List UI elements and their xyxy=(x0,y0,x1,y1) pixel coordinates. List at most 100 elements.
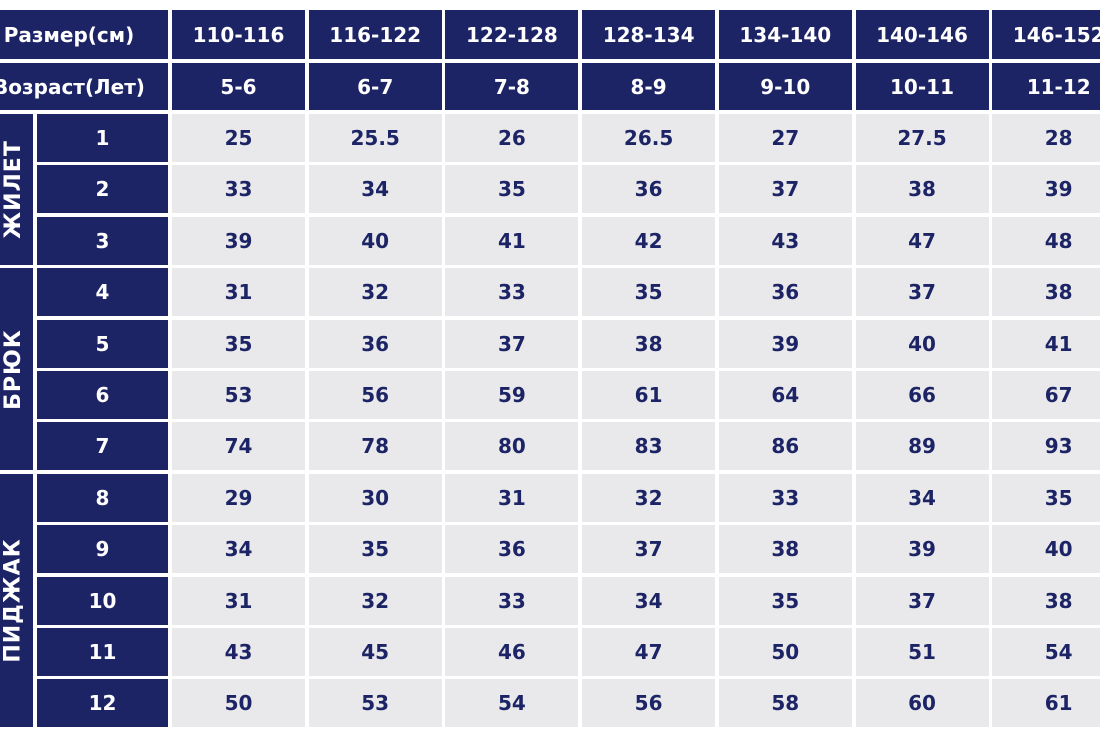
age-header: 9-10 xyxy=(718,63,852,110)
measure-cell-text: 35 xyxy=(361,537,390,562)
measure-cell: 54 xyxy=(445,679,579,728)
measure-cell-text: 31 xyxy=(224,588,253,613)
measure-cell: 31 xyxy=(445,473,579,522)
measure-cell-text: 36 xyxy=(361,331,390,356)
size-header-text: 122-128 xyxy=(465,22,558,47)
measure-cell: 27 xyxy=(718,114,852,162)
row-number-text: 3 xyxy=(95,228,110,253)
measure-cell: 39 xyxy=(992,165,1100,214)
measure-cell-text: 36 xyxy=(497,537,526,562)
measure-cell-text: 40 xyxy=(908,331,936,356)
measure-cell: 74 xyxy=(172,422,305,471)
size-header-text: 140-146 xyxy=(876,22,968,47)
size-label: Размер(см) xyxy=(0,10,168,59)
measure-cell-text: 59 xyxy=(497,383,526,407)
measure-cell: 66 xyxy=(855,371,989,419)
age-header: 6-7 xyxy=(308,63,442,110)
measure-cell: 40 xyxy=(308,216,442,265)
row-number-text: 11 xyxy=(88,640,117,664)
measure-cell: 37 xyxy=(855,576,989,625)
size-header: 146-152 xyxy=(992,10,1100,59)
measure-cell: 36 xyxy=(582,165,716,214)
measure-cell: 30 xyxy=(308,473,442,522)
measure-cell: 37 xyxy=(582,525,716,574)
measure-cell: 39 xyxy=(718,319,852,368)
size-header: 116-122 xyxy=(308,10,442,59)
measure-cell: 25 xyxy=(172,114,305,162)
measure-cell-text: 61 xyxy=(1044,691,1073,716)
measure-cell-text: 46 xyxy=(497,640,526,664)
age-label-text: Возраст(Лет) xyxy=(0,74,145,99)
measure-cell-text: 34 xyxy=(224,537,253,562)
measure-cell-text: 50 xyxy=(771,640,800,664)
measure-cell: 56 xyxy=(582,679,716,728)
measure-cell: 45 xyxy=(308,628,442,676)
measure-cell-text: 48 xyxy=(1044,228,1073,253)
age-header-text: 6-7 xyxy=(357,74,394,99)
measure-cell-text: 74 xyxy=(224,434,253,459)
measure-cell-text: 43 xyxy=(771,228,800,253)
group-label: ПИДЖАК xyxy=(0,473,33,728)
measure-cell-text: 31 xyxy=(497,485,526,510)
row-number-text: 1 xyxy=(95,126,110,150)
row-number-text: 8 xyxy=(95,485,110,510)
measure-cell-text: 42 xyxy=(634,228,663,253)
measure-cell-text: 61 xyxy=(634,383,663,407)
measure-cell-text: 58 xyxy=(771,691,800,716)
size-header-text: 116-122 xyxy=(329,22,422,47)
measure-cell: 32 xyxy=(308,268,442,317)
measure-cell-text: 40 xyxy=(1044,537,1073,562)
measure-cell-text: 89 xyxy=(908,434,936,459)
row-number-text: 5 xyxy=(95,331,110,356)
measure-cell-text: 64 xyxy=(771,383,800,407)
measure-cell-text: 56 xyxy=(634,691,663,716)
measure-cell: 33 xyxy=(445,268,579,317)
measure-cell-text: 27 xyxy=(771,126,800,150)
measure-cell: 28 xyxy=(992,114,1100,162)
measure-cell-text: 34 xyxy=(634,588,663,613)
measure-cell-text: 32 xyxy=(634,485,663,510)
row-number: 9 xyxy=(37,525,168,574)
measure-cell-text: 60 xyxy=(908,691,936,716)
measure-cell: 26.5 xyxy=(582,114,716,162)
measure-cell-text: 38 xyxy=(908,177,936,202)
row-number-text: 10 xyxy=(88,588,117,613)
age-header: 8-9 xyxy=(582,63,716,110)
measure-cell-text: 27.5 xyxy=(897,126,947,150)
measure-cell-text: 47 xyxy=(634,640,663,664)
measure-cell: 35 xyxy=(992,473,1100,522)
measure-cell: 60 xyxy=(855,679,989,728)
measure-cell-text: 54 xyxy=(497,691,526,716)
measure-cell: 35 xyxy=(718,576,852,625)
measure-cell-text: 37 xyxy=(634,537,663,562)
size-label-text: Размер(см) xyxy=(3,22,135,47)
measure-cell: 29 xyxy=(172,473,305,522)
measure-cell-text: 66 xyxy=(908,383,936,407)
measure-cell: 39 xyxy=(172,216,305,265)
measure-cell: 50 xyxy=(718,628,852,676)
measure-cell-text: 32 xyxy=(361,280,390,305)
measure-cell-text: 93 xyxy=(1044,434,1073,459)
measure-cell-text: 37 xyxy=(497,331,526,356)
measure-cell-text: 41 xyxy=(497,228,526,253)
measure-cell-text: 67 xyxy=(1044,383,1073,407)
measure-cell: 53 xyxy=(308,679,442,728)
age-header: 5-6 xyxy=(172,63,305,110)
measure-cell: 78 xyxy=(308,422,442,471)
measure-cell-text: 25.5 xyxy=(350,126,400,150)
measure-cell-text: 83 xyxy=(634,434,663,459)
measure-cell: 58 xyxy=(718,679,852,728)
measure-cell: 41 xyxy=(445,216,579,265)
age-label: Возраст(Лет) xyxy=(0,63,168,110)
measure-cell-text: 53 xyxy=(224,383,253,407)
measure-cell-text: 33 xyxy=(771,485,800,510)
age-header: 7-8 xyxy=(445,63,579,110)
age-header: 11-12 xyxy=(992,63,1100,110)
measure-cell-text: 38 xyxy=(634,331,663,356)
age-header-text: 10-11 xyxy=(890,74,954,99)
measure-cell: 37 xyxy=(718,165,852,214)
measure-cell: 56 xyxy=(308,371,442,419)
measure-cell: 25.5 xyxy=(308,114,442,162)
measure-cell: 35 xyxy=(445,165,579,214)
measure-cell-text: 35 xyxy=(497,177,526,202)
